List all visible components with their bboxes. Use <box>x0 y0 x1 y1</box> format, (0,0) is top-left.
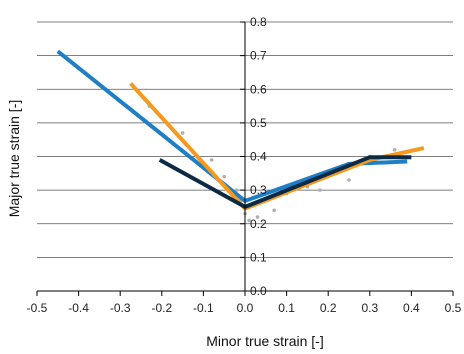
y-tick-label-0: 0.0 <box>250 284 267 298</box>
x-tick-label-10: 0.5 <box>445 301 462 315</box>
scatter-point-7 <box>247 218 251 223</box>
y-tick-label-8: 0.8 <box>250 15 267 29</box>
tick-labels: -0.5 -0.4 -0.3 -0.2 -0.1 0.0 0.1 0.2 0.3 0.4 0.5 0.… <box>27 15 462 315</box>
scatter-point-16 <box>392 147 397 152</box>
scatter-point-8 <box>255 215 260 219</box>
scatter-point-1 <box>180 131 185 135</box>
y-tick-label-1: 0.1 <box>250 250 267 264</box>
series-lines <box>56 49 425 211</box>
scatter-point-3 <box>222 174 226 179</box>
y-tick-label-6: 0.6 <box>250 82 267 96</box>
y-tick-label-2: 0.2 <box>250 217 267 231</box>
x-tick-label-5: 0.0 <box>237 301 254 315</box>
y-tick-label-7: 0.7 <box>250 49 267 63</box>
series-line-2 <box>158 155 412 209</box>
series-line-0 <box>56 49 408 203</box>
x-tick-label-9: 0.4 <box>403 301 420 315</box>
x-axis-label: Minor true strain [-] <box>206 333 323 349</box>
scatter-point-9 <box>272 208 276 213</box>
y-axis-label: Major true strain [-] <box>6 100 22 217</box>
y-tick-label-5: 0.5 <box>250 116 267 130</box>
x-tick-label-7: 0.2 <box>320 301 337 315</box>
x-tick-label-0: -0.5 <box>27 301 48 315</box>
x-tick-label-6: 0.1 <box>278 301 295 315</box>
scatter-point-2 <box>209 158 214 162</box>
x-tick-label-8: 0.3 <box>361 301 378 315</box>
axes <box>36 21 454 296</box>
x-tick-label-2: -0.3 <box>110 301 131 315</box>
x-tick-label-4: -0.1 <box>193 301 214 315</box>
scatter-point-14 <box>347 178 351 182</box>
series-line-1 <box>129 82 425 211</box>
x-tick-label-3: -0.2 <box>151 301 172 315</box>
x-tick-label-1: -0.4 <box>68 301 89 315</box>
scatter-point-12 <box>318 188 322 192</box>
y-tick-label-4: 0.4 <box>250 150 267 164</box>
y-tick-label-3: 0.3 <box>250 183 267 197</box>
